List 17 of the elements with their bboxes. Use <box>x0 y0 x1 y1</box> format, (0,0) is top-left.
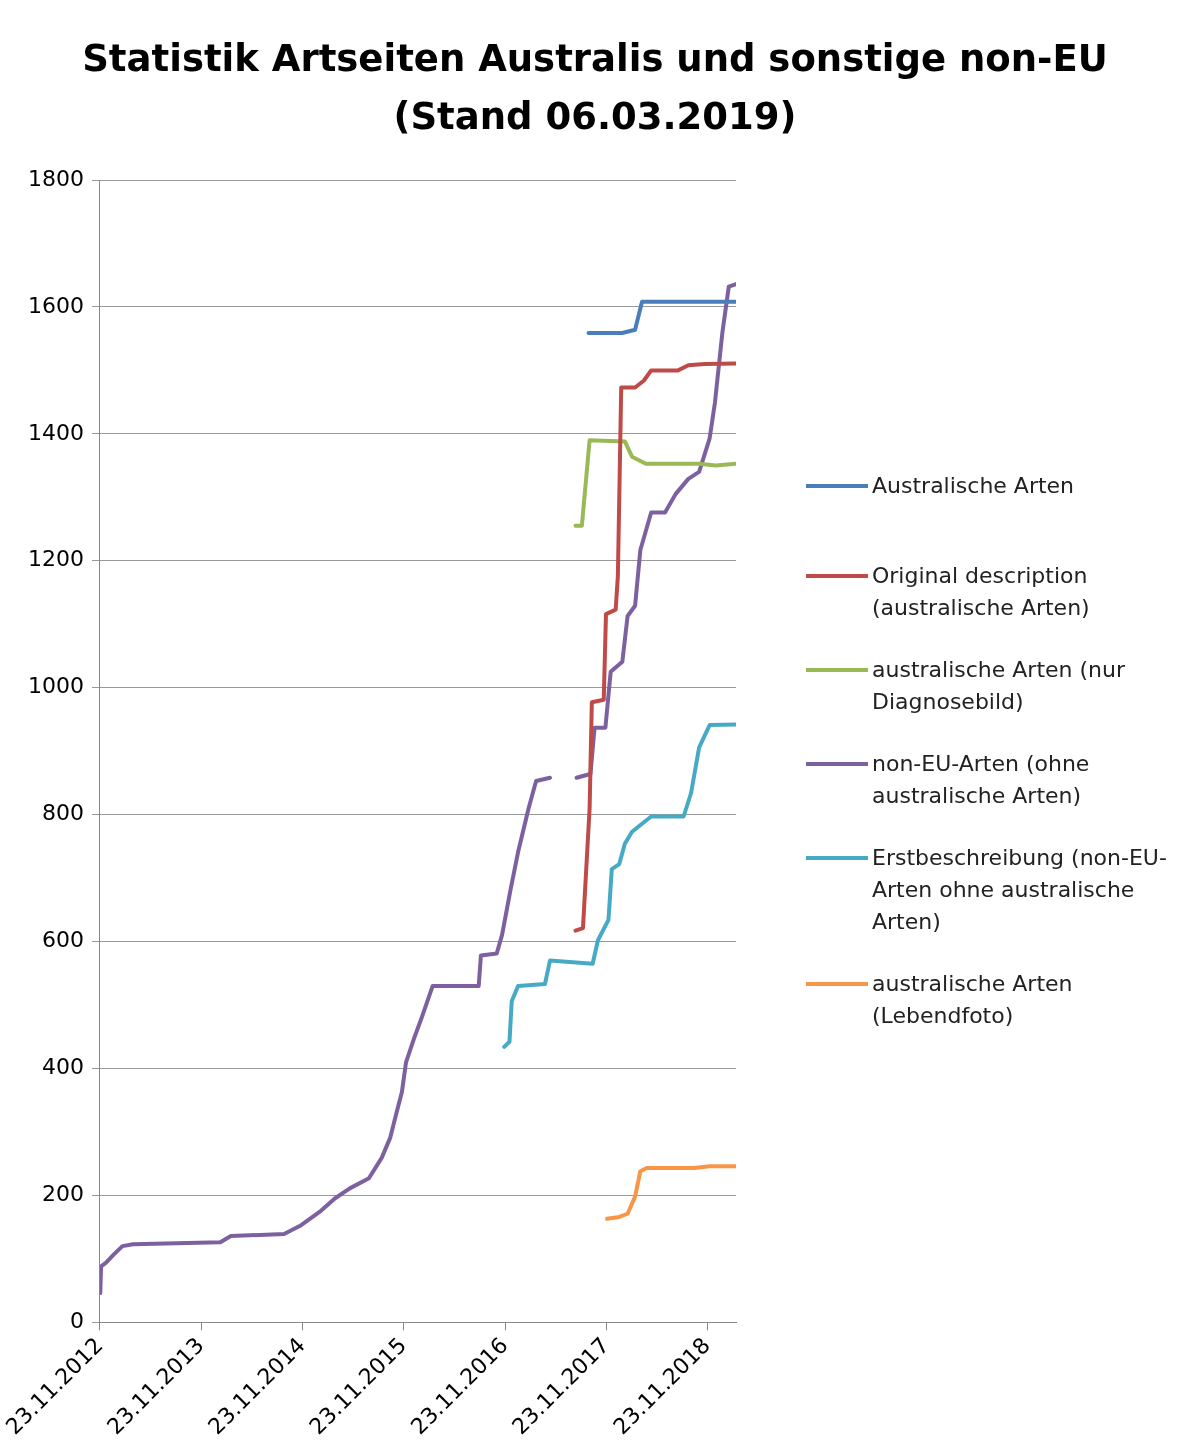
y-tick-label: 600 <box>41 927 84 953</box>
legend-label: non-EU-Arten (ohne australische Arten) <box>872 750 1091 810</box>
legend-label: australische Arten (Lebendfoto) <box>872 970 1074 1030</box>
y-tick-label: 0 <box>69 1307 84 1333</box>
legend-label: Australische Arten <box>872 472 1075 500</box>
y-tick-label: 1800 <box>27 165 84 191</box>
chart-title: Statistik Artseiten Australis und sonstige non-EU (Stand 06.03.2019) <box>81 36 1109 140</box>
legend-label: Erstbeschreibung (non-EU-Arten ohne australische Arten) <box>872 844 1168 936</box>
y-tick-label: 1600 <box>27 292 84 318</box>
legend-label: Original description (australische Arten) <box>872 562 1091 622</box>
legend-label: australische Arten (nur Diagnosebild) <box>872 656 1126 716</box>
y-tick-label: 1200 <box>27 546 84 572</box>
y-tick-label: 1000 <box>27 673 84 699</box>
y-tick-label: 400 <box>41 1054 84 1080</box>
y-tick-label: 800 <box>41 800 84 826</box>
y-tick-label: 1400 <box>27 419 84 445</box>
y-tick-label: 200 <box>41 1181 84 1207</box>
